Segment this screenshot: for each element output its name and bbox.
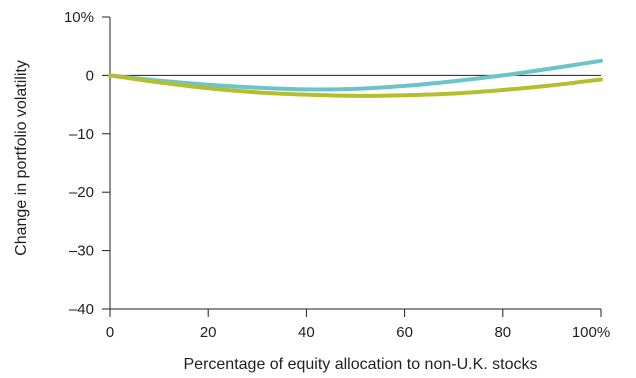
x-axis-title: Percentage of equity allocation to non-U… <box>184 356 538 373</box>
y-tick-label: 10% <box>64 9 94 26</box>
y-tick-label: –30 <box>69 243 94 260</box>
y-tick-label: –20 <box>69 184 94 201</box>
series-line-2 <box>108 73 603 98</box>
y-axis-ticks: 10% 0 –10 –20 –30 –40 <box>64 9 110 318</box>
x-tick-label: 80 <box>494 324 511 341</box>
y-tick-label: 0 <box>86 67 94 84</box>
x-tick-label: 20 <box>200 324 217 341</box>
y-axis-title: Change in portfolio volatility <box>13 60 30 256</box>
x-tick-label: 60 <box>396 324 413 341</box>
x-axis-ticks: 0 20 40 60 80 100% <box>106 309 610 341</box>
series-line-1 <box>108 58 603 92</box>
x-tick-label: 0 <box>106 324 114 341</box>
y-tick-label: –40 <box>69 301 94 318</box>
x-tick-label: 100% <box>572 324 610 341</box>
x-tick-label: 40 <box>298 324 315 341</box>
series-group <box>108 58 603 98</box>
y-tick-label: –10 <box>69 126 94 143</box>
